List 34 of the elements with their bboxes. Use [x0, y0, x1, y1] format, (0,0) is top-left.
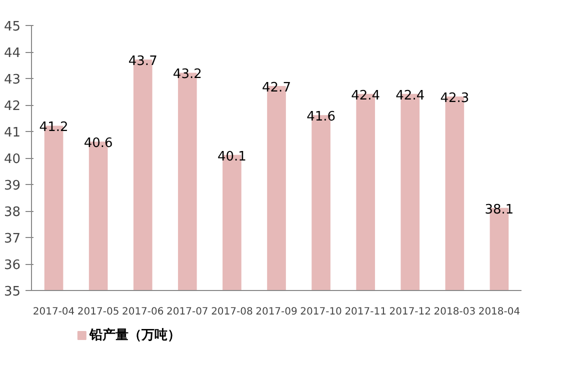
- x-tick-label: 2017-09: [256, 306, 298, 318]
- x-tick-label: 2017-04: [32, 306, 75, 318]
- data-label: 41.2: [39, 120, 68, 136]
- y-tick-label: 42: [4, 99, 21, 114]
- x-tick-label: 2017-11: [344, 306, 386, 318]
- x-tick-label: 2017-07: [166, 306, 208, 318]
- x-tick-label: 2017-10: [300, 306, 342, 318]
- x-tick-label: 2017-05: [77, 306, 120, 318]
- legend-label: 铅产量（万吨）: [88, 327, 180, 343]
- data-label: 42.7: [262, 80, 291, 96]
- x-tick-label: 2018-03: [434, 306, 476, 318]
- data-label: 40.1: [217, 149, 246, 164]
- y-tick-label: 37: [4, 232, 21, 246]
- x-tick-label: 2018-04: [478, 306, 520, 318]
- data-label: 38.1: [484, 202, 514, 218]
- y-tick-label: 43: [4, 72, 21, 88]
- x-tick-label: 2017-12: [389, 306, 432, 318]
- y-tick-label: 45: [4, 20, 21, 34]
- data-label: 43.7: [128, 54, 158, 69]
- y-tick-label: 38: [4, 205, 21, 220]
- y-tick-label: 36: [4, 258, 21, 273]
- data-label: 40.6: [84, 136, 113, 152]
- data-label: 43.2: [172, 67, 202, 82]
- x-tick-label: 2017-06: [122, 306, 164, 318]
- y-tick-label: 35: [4, 284, 21, 300]
- data-label: 42.4: [396, 88, 425, 104]
- x-tick-label: 2017-08: [211, 306, 253, 318]
- y-tick-label: 39: [4, 178, 21, 194]
- y-tick-label: 41: [4, 126, 21, 140]
- y-tick-label: 44: [4, 46, 21, 61]
- y-tick-label: 40: [4, 152, 21, 167]
- data-label: 42.4: [351, 88, 380, 104]
- data-label: 42.3: [440, 91, 470, 106]
- data-label: 41.6: [306, 110, 336, 125]
